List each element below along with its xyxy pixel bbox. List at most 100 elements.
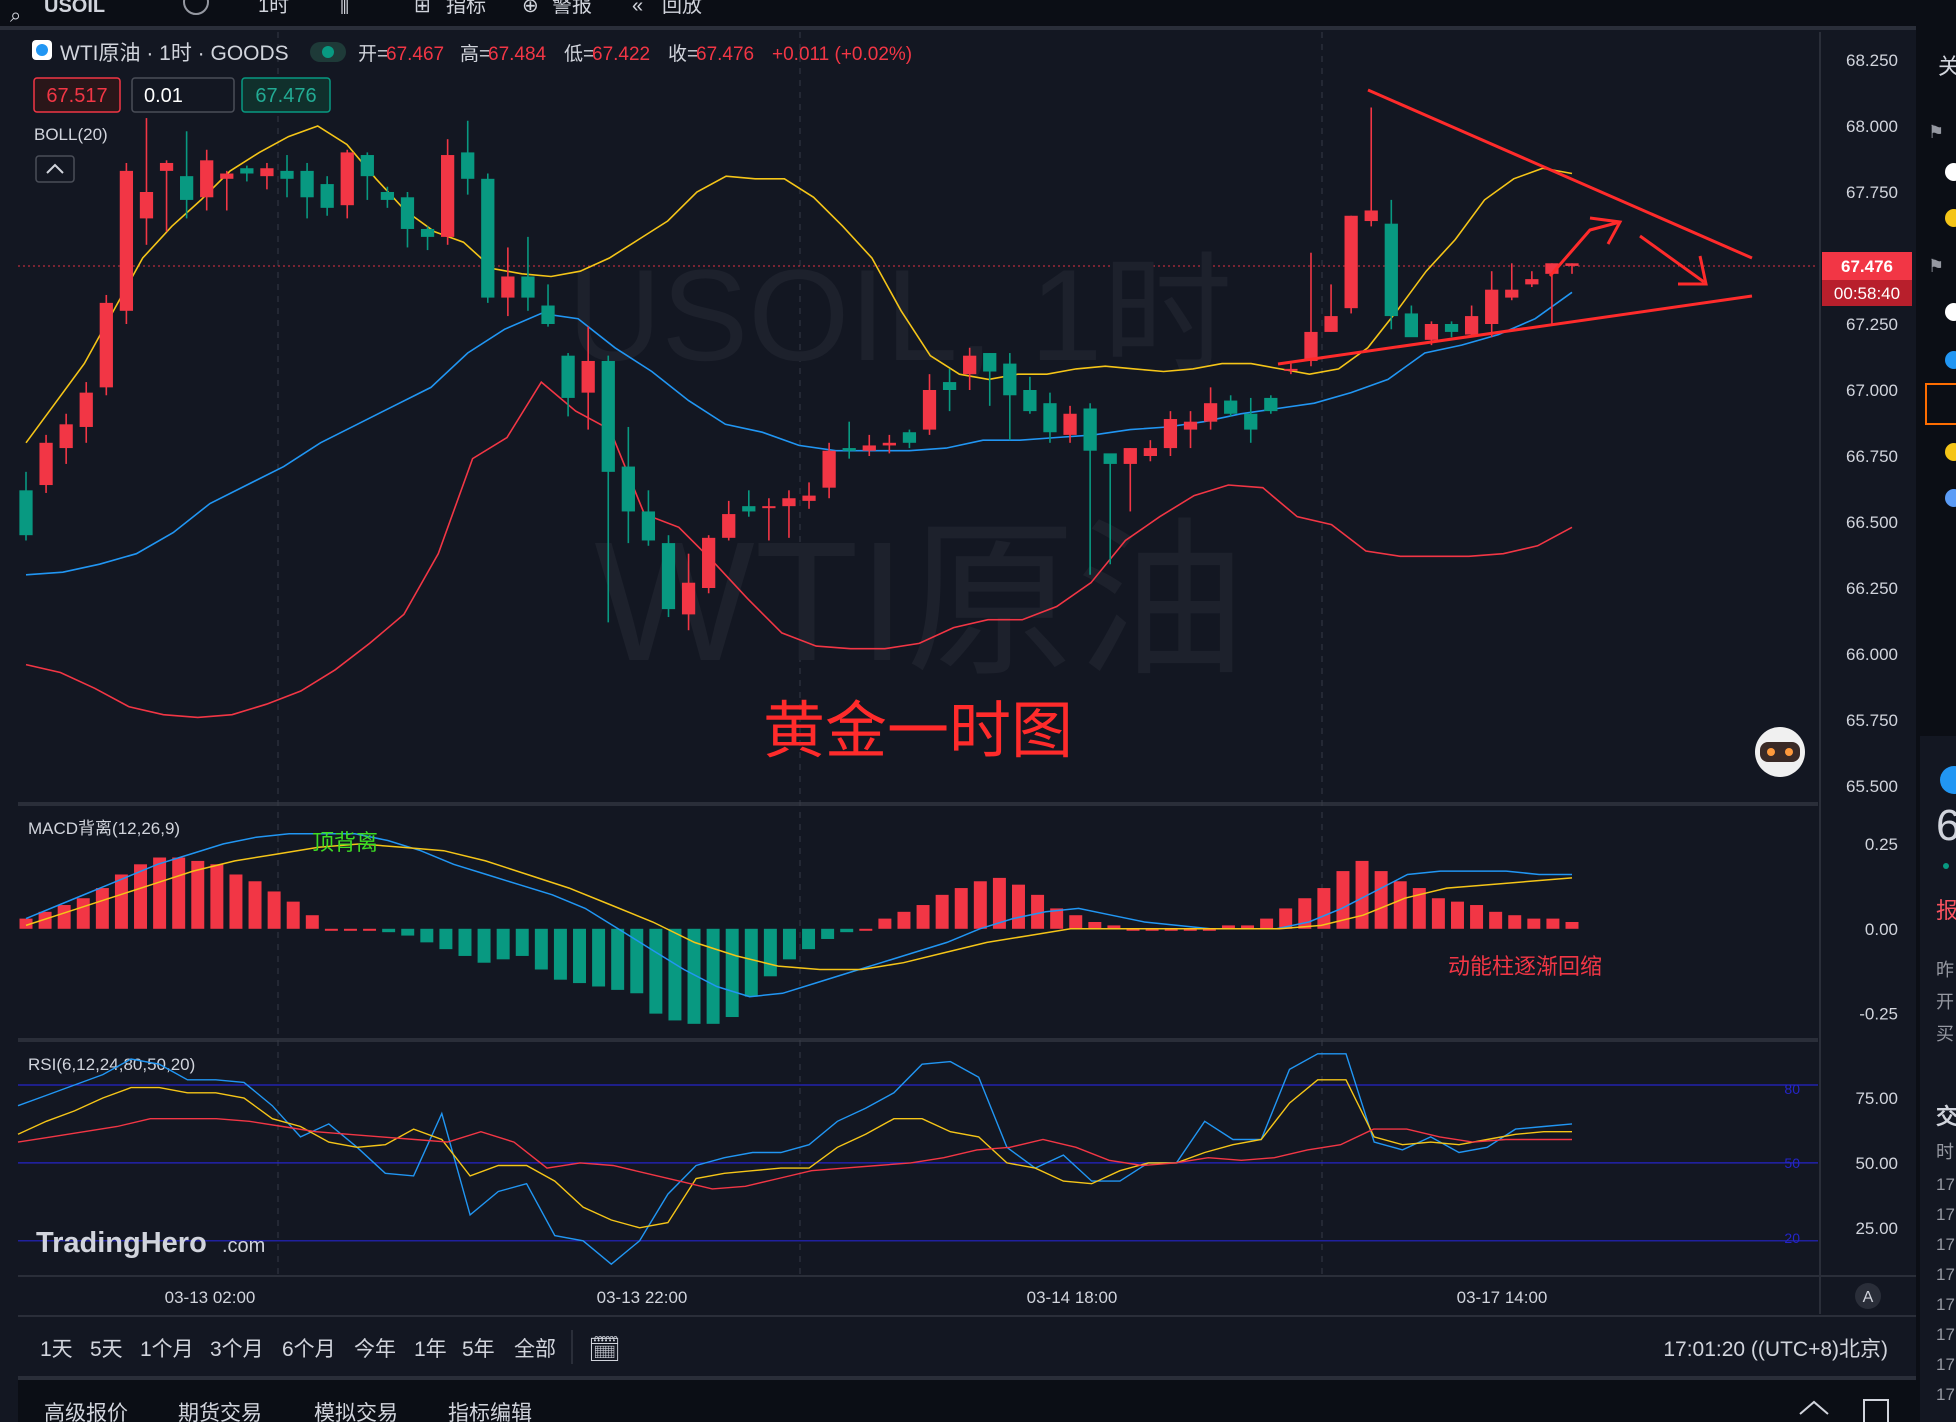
range-button[interactable]: 5年 (462, 1338, 495, 1361)
rsi-level-label: 20 (1784, 1230, 1800, 1246)
chart-type-icon[interactable]: ⫼ (340, 0, 349, 17)
flag-icon[interactable]: ⚑ (1928, 122, 1944, 142)
rsi-pane[interactable] (18, 1042, 1818, 1274)
boll-indicator-label[interactable]: BOLL(20) (34, 125, 108, 144)
macd-bar (1565, 922, 1579, 929)
search-icon[interactable]: ⌕ (10, 5, 21, 27)
chevron-up-icon[interactable] (1799, 1400, 1829, 1415)
buy-button[interactable] (241, 77, 331, 113)
candle-body (782, 498, 796, 507)
candle-body (1244, 413, 1258, 430)
macd-bar (134, 864, 148, 929)
collapse-indicators-button[interactable] (35, 155, 75, 183)
candle-body (220, 173, 234, 179)
rsi-indicator-label[interactable]: RSI(6,12,24,80,50,20) (28, 1055, 195, 1074)
macd-bar (1183, 928, 1197, 931)
macd-indicator-label[interactable]: MACD背离(12,26,9) (28, 819, 180, 838)
candle-body (581, 360, 595, 393)
replay-button[interactable]: 回放 (662, 0, 702, 17)
candle-body (420, 228, 435, 237)
price-scale[interactable] (1820, 32, 1916, 1274)
quantity-input[interactable] (131, 77, 235, 113)
range-button[interactable]: 3个月 (210, 1338, 264, 1361)
macd-bar (916, 905, 930, 929)
range-button[interactable]: 今年 (354, 1338, 396, 1361)
macd-tick-label: -0.25 (1859, 1005, 1898, 1024)
trade-time: 17 (1936, 1325, 1955, 1344)
symbol-big-price: 6 (1936, 801, 1956, 850)
macd-bar (954, 888, 968, 929)
range-button[interactable]: 1年 (414, 1338, 447, 1361)
watchlist-selected[interactable] (1925, 383, 1956, 425)
price-tick-label: 66.000 (1846, 645, 1898, 664)
range-button[interactable]: 5天 (90, 1338, 123, 1361)
macd-bar (286, 901, 300, 929)
status-dot (1943, 863, 1949, 869)
watchlist-dot[interactable] (1945, 443, 1956, 461)
boll-lower-line (25, 380, 1573, 719)
candle-body (681, 582, 696, 615)
macd-bar (1393, 881, 1407, 929)
bottom-tab[interactable]: 期货交易 (178, 1402, 262, 1422)
buy-label: 买 (1936, 1024, 1954, 1044)
boll-upper-line (25, 125, 1573, 444)
indicators-icon[interactable]: ⊞ (414, 0, 431, 17)
time-axis[interactable] (18, 1276, 1818, 1314)
candle-body (1404, 313, 1419, 338)
rsi12-line (17, 1079, 1572, 1229)
resistance-trendline (1367, 88, 1753, 260)
indicators-button[interactable]: 指标 (446, 0, 486, 17)
watchlist-dot[interactable] (1945, 351, 1956, 369)
alert-icon[interactable]: ⊕ (522, 0, 539, 17)
candle-body (179, 176, 194, 200)
watchlist-dot[interactable] (1945, 209, 1956, 227)
candle-body (1485, 289, 1499, 324)
range-button[interactable]: 1天 (40, 1338, 73, 1361)
calendar-icon[interactable]: 🗓 (588, 1334, 621, 1364)
symbol-details (1920, 736, 1956, 1422)
brand-logo[interactable]: TradingHero (36, 1227, 207, 1259)
macd-bar (534, 928, 548, 970)
candle-body (1384, 223, 1398, 317)
robot-avatar-icon[interactable] (1755, 727, 1805, 777)
symbol-name[interactable]: WTI原油 · 1时 · GOODS (60, 42, 289, 65)
bottom-tab[interactable]: 模拟交易 (314, 1402, 398, 1422)
macd-bar (668, 928, 682, 1021)
bottom-tab[interactable]: 高级报价 (44, 1402, 128, 1422)
candle-body (1023, 390, 1037, 412)
candle-body (742, 506, 756, 512)
flag-icon[interactable]: ⚑ (1928, 256, 1944, 276)
price-pane[interactable] (18, 32, 1818, 802)
bottom-tab[interactable]: 指标编辑 (448, 1402, 532, 1422)
countdown-tag (1822, 280, 1912, 306)
report-label[interactable]: 报 (1936, 898, 1956, 923)
pane-divider (18, 1038, 1818, 1042)
macd-bar (1374, 871, 1388, 929)
watchlist-dot[interactable] (1945, 489, 1956, 507)
maximize-icon[interactable] (1863, 1399, 1889, 1422)
range-button[interactable]: 全部 (514, 1338, 556, 1361)
macd-dif-line (25, 833, 1572, 998)
time-axis-labels: 03-13 02:00 03-13 22:00 03-14 18:00 03-17 1… (165, 1288, 1548, 1307)
candle-body (1264, 397, 1278, 412)
sell-button[interactable] (33, 77, 121, 113)
alert-button[interactable]: 警报 (552, 0, 592, 17)
macd-bar (935, 894, 949, 929)
rsi-tick-label: 25.00 (1855, 1219, 1898, 1238)
candle-body (159, 162, 174, 171)
timezone-clock[interactable]: 17:01:20 ((UTC+8)北京) (1663, 1338, 1888, 1361)
watchlist-dot[interactable] (1945, 163, 1956, 181)
interval-button[interactable]: 1时 (258, 0, 289, 17)
range-button[interactable]: 6个月 (282, 1338, 336, 1361)
add-symbol-icon[interactable] (183, 0, 209, 15)
candle-body (601, 360, 615, 472)
symbol-search[interactable]: USOIL (44, 0, 105, 17)
candle-body (320, 184, 334, 208)
auto-scale-button[interactable] (1855, 1283, 1881, 1309)
watchlist-dot[interactable] (1945, 303, 1956, 321)
candle-body (1163, 419, 1178, 449)
range-button[interactable]: 1个月 (140, 1338, 194, 1361)
support-trendline (1277, 294, 1753, 366)
candle-body (360, 155, 374, 177)
replay-icon[interactable]: « (632, 0, 643, 17)
